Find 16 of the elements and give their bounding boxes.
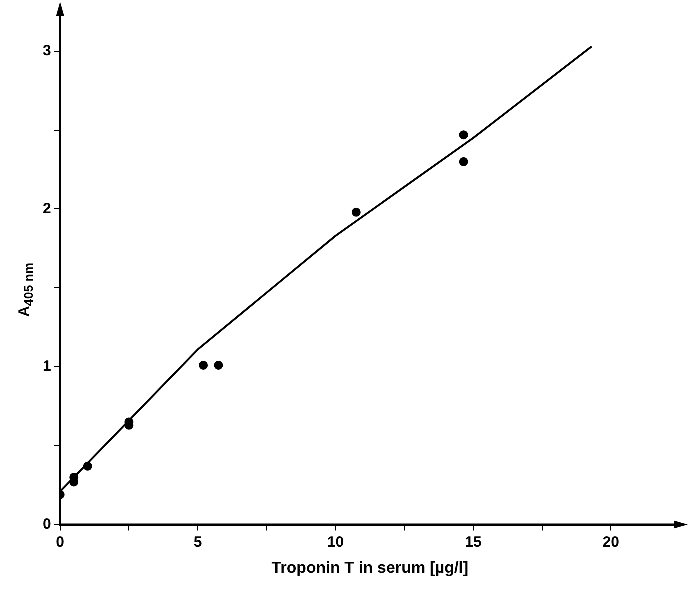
x-axis-title: Troponin T in serum [µg/l] bbox=[272, 560, 469, 577]
point bbox=[352, 208, 361, 217]
x-tick-label: 20 bbox=[602, 534, 620, 551]
x-tick-label: 5 bbox=[194, 534, 202, 551]
y-tick-label: 0 bbox=[43, 516, 52, 533]
point bbox=[199, 360, 208, 370]
y-tick-label: 3 bbox=[43, 42, 52, 60]
x-tick-label: 0 bbox=[56, 534, 65, 551]
point bbox=[459, 157, 468, 166]
x-tick-label: 10 bbox=[327, 534, 344, 551]
x-tick-label: 15 bbox=[465, 534, 482, 551]
y-tick-label: 1 bbox=[43, 358, 52, 376]
point bbox=[83, 462, 92, 471]
y-tick-label: 2 bbox=[43, 200, 52, 218]
point bbox=[214, 360, 224, 370]
point bbox=[459, 130, 468, 140]
